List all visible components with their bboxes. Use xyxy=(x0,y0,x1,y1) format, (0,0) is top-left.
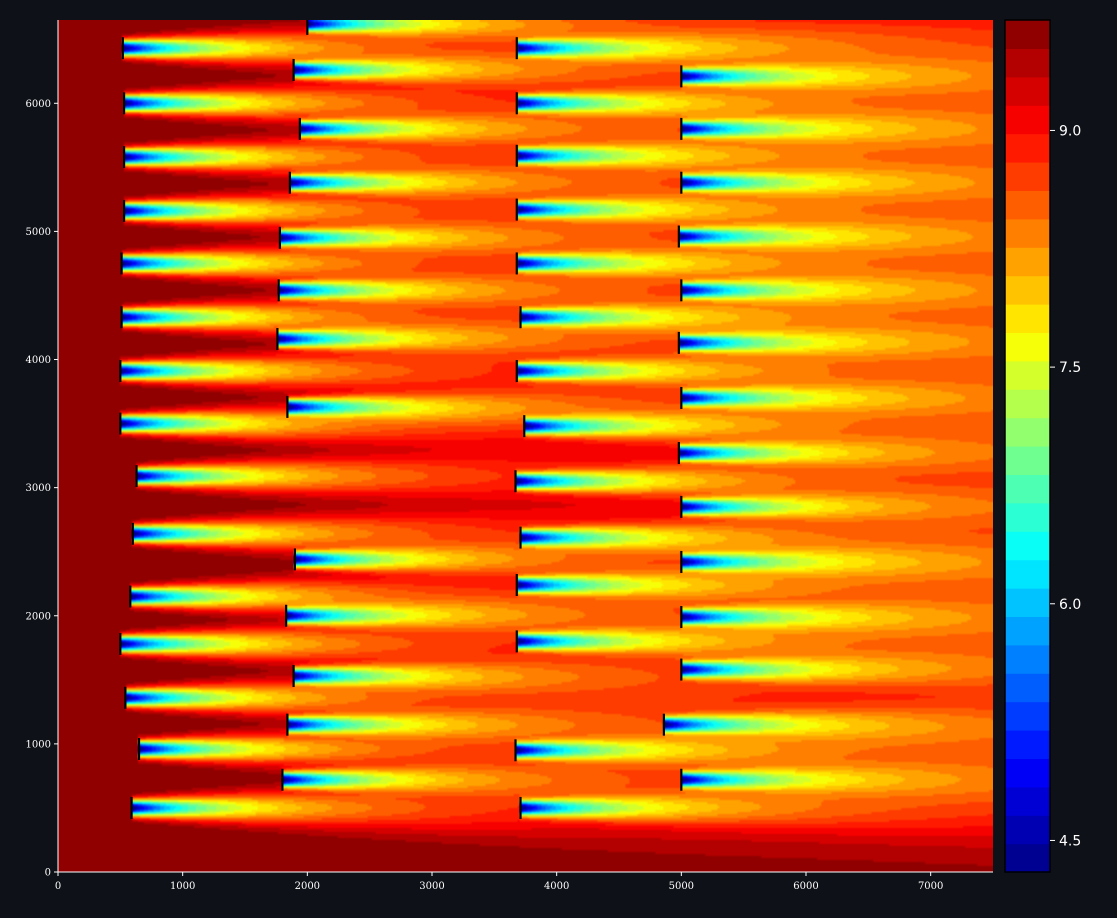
colorbar-band xyxy=(1005,48,1050,78)
colorbar-band xyxy=(1005,730,1050,759)
colorbar-band xyxy=(1005,786,1050,816)
colorbar-bands xyxy=(1005,20,1050,873)
colorbar-band xyxy=(1005,389,1050,419)
turbine-markers xyxy=(119,20,683,819)
x-tick-label: 6000 xyxy=(793,881,818,892)
colorbar-ticks: 4.5 6.0 7.5 9.0 xyxy=(1050,123,1081,849)
colorbar-band xyxy=(1005,247,1050,277)
colorbar-band xyxy=(1005,616,1050,646)
x-tick-label: 5000 xyxy=(669,881,694,892)
y-tick-label: 1000 xyxy=(26,739,51,750)
colorbar-band xyxy=(1005,275,1050,305)
colorbar-band xyxy=(1005,360,1050,390)
colorbar-band xyxy=(1005,133,1050,163)
y-tick-label: 3000 xyxy=(26,483,51,494)
y-tick-label: 6000 xyxy=(26,99,51,110)
colorbar-band xyxy=(1005,588,1050,617)
colorbar-band xyxy=(1005,190,1050,220)
colorbar-band xyxy=(1005,446,1050,475)
colorbar-band xyxy=(1005,531,1050,561)
x-tick-label: 1000 xyxy=(170,881,195,892)
plot-area xyxy=(57,20,993,873)
x-tick-label: 7000 xyxy=(918,881,943,892)
colorbar-band xyxy=(1005,474,1050,504)
y-tick-label: 5000 xyxy=(26,227,51,238)
colorbar-band xyxy=(1005,673,1050,703)
colorbar-tick-label: 6.0 xyxy=(1059,597,1081,613)
colorbar-frame xyxy=(1004,19,1051,873)
x-axis-ticks: 0 1000 2000 3000 4000 5000 6000 7000 xyxy=(55,872,943,892)
x-tick-label: 4000 xyxy=(544,881,569,892)
colorbar-band xyxy=(1005,701,1050,731)
x-tick-label: 2000 xyxy=(295,881,320,892)
colorbar-band xyxy=(1005,332,1050,362)
y-axis-ticks: 0 1000 2000 3000 4000 5000 6000 xyxy=(26,99,58,879)
colorbar-band xyxy=(1005,843,1050,873)
y-tick-label: 2000 xyxy=(26,611,51,622)
colorbar-band xyxy=(1005,76,1050,106)
colorbar-band xyxy=(1005,105,1050,135)
colorbar-band xyxy=(1005,502,1050,532)
colorbar-tick-label: 7.5 xyxy=(1059,360,1081,376)
colorbar-band xyxy=(1005,304,1050,333)
colorbar-tick-label: 4.5 xyxy=(1059,833,1081,849)
colorbar-band xyxy=(1005,218,1050,248)
colorbar-band xyxy=(1005,815,1050,845)
colorbar-band xyxy=(1005,162,1050,191)
colorbar-tick-label: 9.0 xyxy=(1059,123,1081,139)
y-tick-label: 4000 xyxy=(26,355,51,366)
velocity-heatmap xyxy=(58,20,993,872)
colorbar-band xyxy=(1005,559,1050,589)
y-tick-label: 0 xyxy=(45,868,51,879)
x-tick-label: 0 xyxy=(55,881,61,892)
colorbar-band xyxy=(1005,20,1050,49)
colorbar-band xyxy=(1005,758,1050,788)
x-tick-label: 3000 xyxy=(419,881,444,892)
colorbar-band xyxy=(1005,644,1050,674)
colorbar: 4.5 6.0 7.5 9.0 xyxy=(1004,19,1081,873)
colorbar-band xyxy=(1005,417,1050,447)
